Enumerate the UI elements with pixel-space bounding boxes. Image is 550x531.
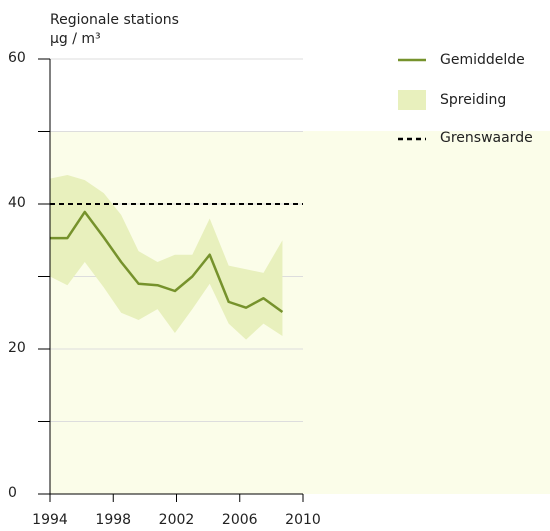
legend-label: Gemiddelde bbox=[440, 52, 525, 68]
y-tick-label: 20 bbox=[8, 340, 26, 356]
y-tick-label: 40 bbox=[8, 195, 26, 211]
y-axis-label: µg / m³ bbox=[50, 31, 101, 47]
y-tick-label: 0 bbox=[8, 485, 17, 501]
x-tick-label: 1998 bbox=[95, 512, 131, 528]
y-tick-label: 60 bbox=[8, 50, 26, 66]
legend-label: Spreiding bbox=[440, 92, 506, 108]
x-tick-label: 2006 bbox=[222, 512, 258, 528]
legend-label: Grenswaarde bbox=[440, 130, 533, 146]
x-tick-label: 1994 bbox=[32, 512, 68, 528]
x-tick-label: 2002 bbox=[159, 512, 195, 528]
chart-title: Regionale stations bbox=[50, 12, 179, 28]
spread-band bbox=[50, 175, 283, 340]
x-tick-label: 2010 bbox=[285, 512, 321, 528]
mean-line bbox=[50, 210, 284, 314]
legend-swatch bbox=[398, 90, 426, 110]
